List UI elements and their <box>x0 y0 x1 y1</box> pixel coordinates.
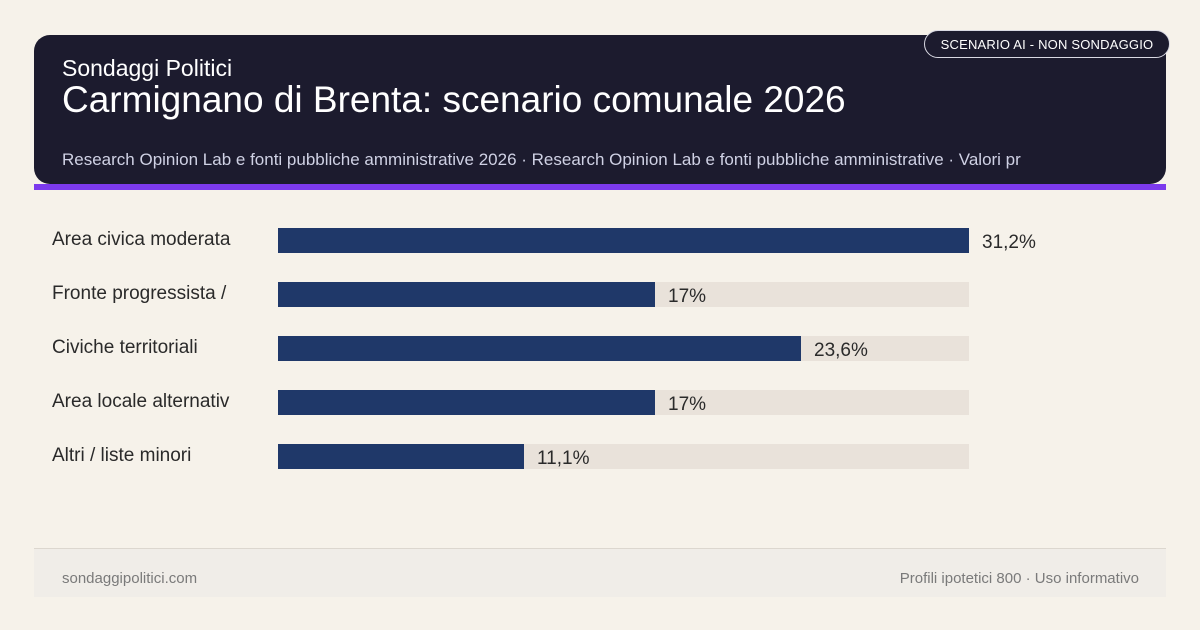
value-label: 17% <box>668 394 707 415</box>
bar <box>278 228 969 253</box>
category-label: Area locale alternativ <box>52 391 230 412</box>
category-label: Altri / liste minori <box>52 445 192 466</box>
value-label: 11,1% <box>537 448 590 469</box>
bar <box>278 336 801 361</box>
accent-divider <box>34 184 1166 190</box>
brand-name: Sondaggi Politici <box>62 55 233 81</box>
bar <box>278 444 524 469</box>
bar <box>278 390 655 415</box>
bar-chart: Area civica moderata 31,2% Fronte progress… <box>52 228 1036 469</box>
header-panel: Sondaggi Politici Carmignano di Brenta: … <box>34 35 1166 184</box>
scenario-badge: SCENARIO AI - NON SONDAGGIO <box>924 30 1170 58</box>
footer: sondaggipolitici.com Profili ipotetici 8… <box>34 548 1166 597</box>
value-label: 17% <box>668 286 707 307</box>
category-label: Civiche territoriali <box>52 337 198 358</box>
bar <box>278 282 655 307</box>
value-label: 31,2% <box>982 232 1036 253</box>
page-title: Carmignano di Brenta: scenario comunale … <box>62 79 846 120</box>
footer-site-link[interactable]: sondaggipolitici.com <box>62 570 198 587</box>
category-label: Area civica moderata <box>52 229 231 250</box>
source-line: Research Opinion Lab e fonti pubbliche a… <box>62 150 1021 169</box>
category-label: Fronte progressista / <box>52 283 227 304</box>
value-label: 23,6% <box>814 340 868 361</box>
footer-note: Profili ipotetici 800 · Uso informativo <box>899 570 1139 587</box>
